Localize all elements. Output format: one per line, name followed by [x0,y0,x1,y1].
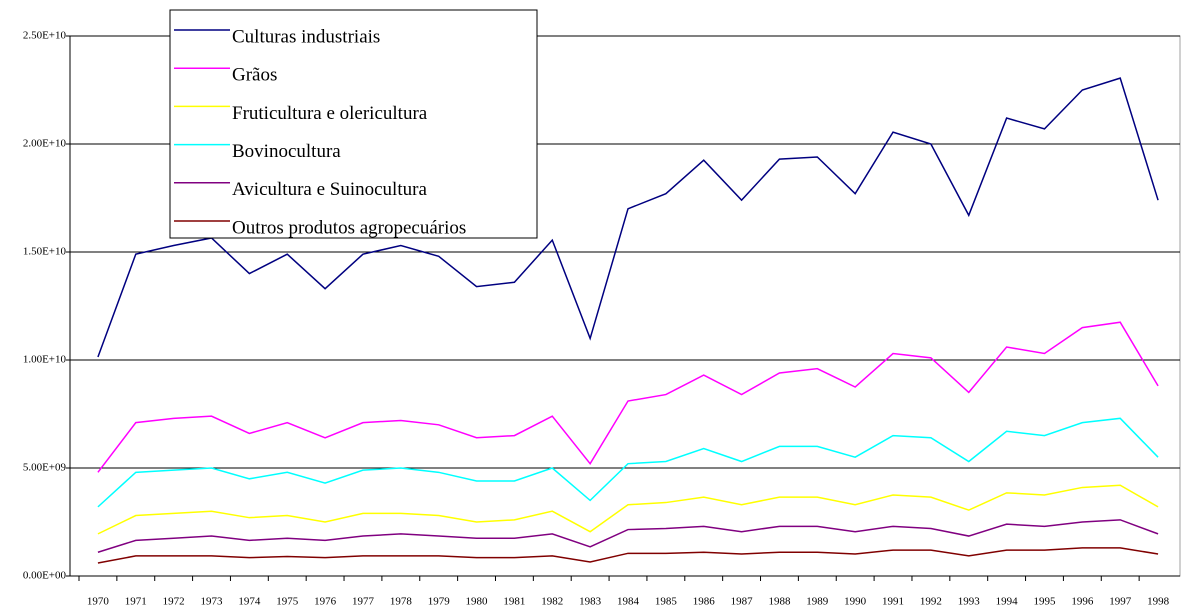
x-tick-label: 1997 [1109,596,1132,608]
x-tick-label: 1982 [541,596,563,608]
x-tick-label: 1981 [503,596,525,608]
y-tick-label: 0.00E+00 [23,570,67,582]
x-tick-label: 1995 [1033,596,1056,608]
series-line [97,519,1159,553]
x-tick-label: 1977 [352,596,375,608]
series-line [97,484,1159,535]
x-tick-label: 1976 [314,596,337,608]
series-line [97,547,1159,564]
x-tick-label: 1970 [87,596,110,608]
x-tick-label: 1974 [238,596,261,608]
x-tick-label: 1986 [693,596,716,608]
x-tick-label: 1996 [1071,596,1094,608]
y-tick-label: 5.00E+09 [23,462,67,474]
legend-label: Avicultura e Suinocultura [232,179,427,200]
x-tick-label: 1983 [579,596,602,608]
x-tick-label: 1992 [920,596,942,608]
legend-label: Culturas industriais [232,26,380,47]
x-tick-label: 1971 [125,596,147,608]
x-tick-label: 1985 [655,596,678,608]
y-tick-label: 1.50E+10 [23,246,67,258]
legend-label: Bovinocultura [232,141,341,162]
x-tick-label: 1991 [882,596,904,608]
x-tick-label: 1994 [996,596,1019,608]
x-tick-label: 1989 [806,596,829,608]
y-tick-label: 2.00E+10 [23,138,67,150]
legend-label: Grãos [232,65,277,86]
series-line [97,321,1159,473]
series-line [97,77,1159,358]
x-tick-label: 1972 [163,596,185,608]
legend-label: Outros produtos agropecuários [232,217,466,238]
x-tick-label: 1978 [390,596,413,608]
x-tick-label: 1979 [428,596,451,608]
y-tick-label: 1.00E+10 [23,354,67,366]
legend-box [169,9,538,239]
x-tick-label: 1975 [276,596,299,608]
x-tick-label: 1993 [958,596,981,608]
series-line [97,417,1159,508]
x-tick-label: 1988 [768,596,791,608]
x-tick-label: 1987 [731,596,754,608]
x-tick-label: 1980 [466,596,489,608]
x-tick-label: 1984 [617,596,640,608]
x-tick-label: 1998 [1147,596,1170,608]
y-tick-label: 2.50E+10 [23,30,67,42]
x-tick-label: 1990 [844,596,867,608]
x-tick-label: 1973 [201,596,224,608]
legend-label: Fruticultura e olericultura [232,103,428,124]
